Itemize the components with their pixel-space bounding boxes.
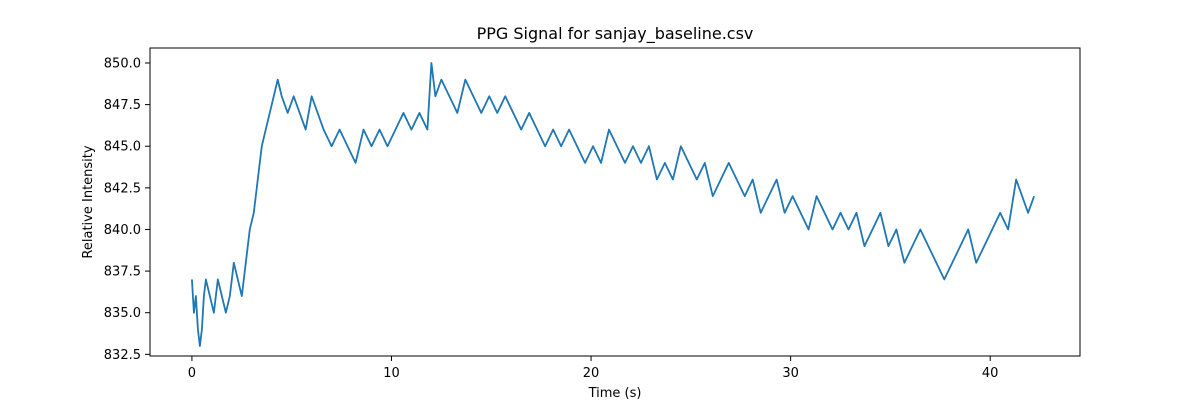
plot-area [191, 62, 1035, 347]
x-axis-label: Time (s) [588, 386, 642, 400]
x-tick-label: 40 [982, 366, 999, 381]
y-tick-label: 847.5 [104, 98, 141, 113]
x-axis: 0 10 20 30 40 [188, 356, 999, 381]
y-axis: 832.5 835.0 837.5 840.0 842.5 845.0 847.5 850.0 [104, 56, 150, 363]
y-axis-label: Relative Intensity [81, 145, 96, 258]
y-tick-label: 850.0 [104, 56, 141, 71]
x-tick-label: 20 [583, 366, 600, 381]
y-tick-label: 837.5 [104, 265, 141, 280]
series-line-0 [191, 62, 1035, 347]
x-tick-label: 10 [383, 366, 400, 381]
y-tick-label: 835.0 [104, 306, 141, 321]
x-tick-label: 0 [188, 366, 196, 381]
plot-frame [149, 47, 1081, 357]
y-tick-label: 832.5 [104, 348, 141, 363]
y-tick-label: 845.0 [104, 140, 141, 155]
y-tick-label: 840.0 [104, 223, 141, 238]
chart-title: PPG Signal for sanjay_baseline.csv [477, 24, 754, 44]
y-tick-label: 842.5 [104, 181, 141, 196]
x-tick-label: 30 [782, 366, 799, 381]
